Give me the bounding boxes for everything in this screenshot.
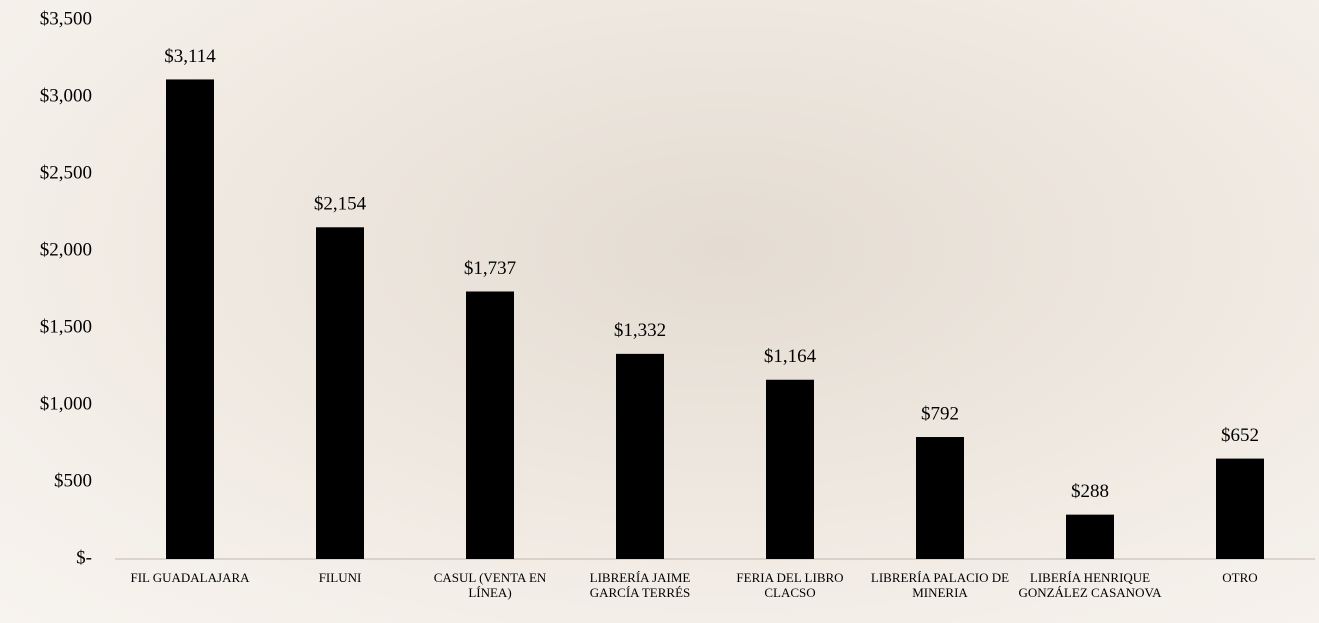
y-tick-label: $2,000: [40, 239, 92, 260]
y-tick-label: $3,500: [40, 8, 92, 29]
bar: [166, 79, 214, 559]
bar: [1066, 514, 1114, 559]
y-tick-label: $3,000: [40, 85, 92, 106]
value-label: $652: [1221, 425, 1259, 446]
bar: [466, 291, 514, 559]
x-tick-label: OTRO: [1222, 570, 1258, 585]
x-tick-label: FILUNI: [318, 570, 362, 585]
x-tick-label: FIL GUADALAJARA: [130, 570, 250, 585]
y-tick-label: $-: [76, 547, 92, 568]
bar: [616, 353, 664, 559]
x-tick-label: CASUL (VENTA EN LÍNEA): [433, 570, 547, 600]
bar: [916, 437, 964, 559]
bar: [316, 227, 364, 559]
value-label: $1,164: [764, 346, 817, 367]
value-label: $2,154: [314, 194, 367, 215]
x-tick-label: LIBRERÍA JAIME GARCÍA TERRÉS: [589, 570, 691, 600]
y-tick-label: $1,000: [40, 393, 92, 414]
y-tick-label: $2,500: [40, 162, 92, 183]
x-tick-label: LIBERÍA HENRIQUE GONZÁLEZ CASANOVA: [1018, 570, 1162, 600]
value-label: $3,114: [164, 46, 216, 67]
bar: [766, 379, 814, 559]
value-label: $1,332: [614, 320, 666, 341]
bar: [1216, 458, 1264, 559]
value-label: $1,737: [464, 258, 516, 279]
y-tick-label: $500: [54, 470, 92, 491]
x-tick-label: FERIA DEL LIBRO CLACSO: [736, 570, 844, 600]
y-tick-label: $1,500: [40, 316, 92, 337]
value-label: $792: [921, 403, 959, 424]
value-label: $288: [1071, 481, 1109, 502]
x-tick-label: LIBRERÍA PALACIO DE MINERIA: [870, 570, 1010, 600]
